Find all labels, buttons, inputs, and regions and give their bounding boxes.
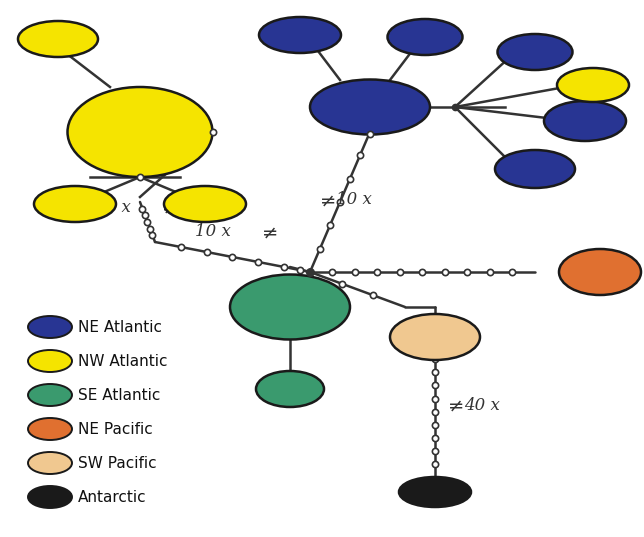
Text: SW Pacific: SW Pacific — [78, 455, 156, 470]
Ellipse shape — [390, 314, 480, 360]
Ellipse shape — [557, 68, 629, 102]
Ellipse shape — [544, 101, 626, 141]
Ellipse shape — [34, 186, 116, 222]
Ellipse shape — [399, 477, 471, 507]
Text: ≠: ≠ — [262, 225, 278, 243]
Ellipse shape — [28, 316, 72, 338]
Text: 10 x: 10 x — [336, 192, 372, 208]
Ellipse shape — [164, 186, 246, 222]
Ellipse shape — [388, 19, 462, 55]
Text: ≠: ≠ — [320, 193, 336, 211]
Ellipse shape — [28, 350, 72, 372]
Ellipse shape — [256, 371, 324, 407]
Text: NE Pacific: NE Pacific — [78, 422, 153, 437]
Ellipse shape — [28, 486, 72, 508]
Text: 10 x: 10 x — [95, 199, 131, 215]
Text: 10 x: 10 x — [195, 223, 231, 241]
Ellipse shape — [230, 274, 350, 339]
Ellipse shape — [18, 21, 98, 57]
Ellipse shape — [68, 87, 213, 177]
Ellipse shape — [28, 384, 72, 406]
Ellipse shape — [495, 150, 575, 188]
Ellipse shape — [559, 249, 641, 295]
Text: Antarctic: Antarctic — [78, 490, 147, 504]
Ellipse shape — [310, 79, 430, 134]
Text: ≠: ≠ — [448, 398, 464, 416]
Ellipse shape — [28, 418, 72, 440]
Text: NE Atlantic: NE Atlantic — [78, 320, 162, 335]
Text: NW Atlantic: NW Atlantic — [78, 353, 167, 368]
Ellipse shape — [28, 452, 72, 474]
Text: ≠: ≠ — [162, 200, 178, 218]
Text: 40 x: 40 x — [464, 396, 500, 413]
Text: SE Atlantic: SE Atlantic — [78, 388, 160, 403]
Ellipse shape — [259, 17, 341, 53]
Ellipse shape — [498, 34, 573, 70]
